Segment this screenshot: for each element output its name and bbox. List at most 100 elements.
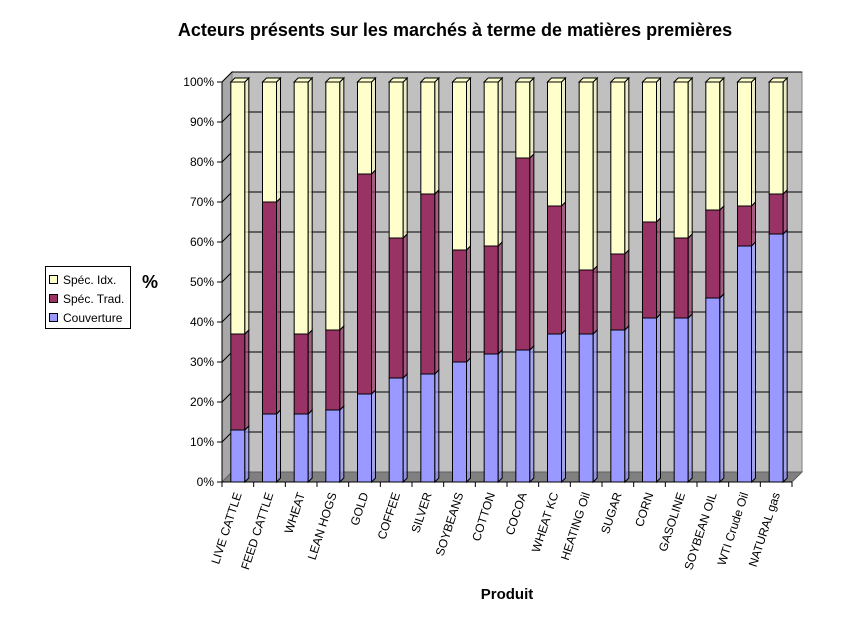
bar-top bbox=[419, 77, 441, 83]
bar-segment bbox=[737, 205, 752, 247]
bar-segment-side bbox=[434, 368, 440, 484]
x-tick-label: WHEAT KC bbox=[529, 490, 562, 554]
bar-segment-side bbox=[529, 344, 535, 484]
bar-segment bbox=[737, 245, 752, 483]
bar-segment bbox=[642, 81, 657, 223]
bar-segment-side bbox=[497, 348, 503, 484]
bar-segment bbox=[325, 329, 341, 411]
bar-segment-side bbox=[782, 188, 788, 236]
bar-segment bbox=[325, 409, 341, 483]
bar-top bbox=[577, 77, 599, 83]
bar-top bbox=[292, 77, 314, 83]
bar-segment bbox=[388, 237, 404, 379]
bar-segment bbox=[768, 81, 784, 195]
bar-segment bbox=[262, 201, 277, 415]
legend-label: Spéc. Idx. bbox=[63, 272, 117, 287]
bar-top bbox=[672, 77, 694, 83]
bar-segment-side bbox=[687, 76, 693, 240]
bar-segment bbox=[230, 333, 246, 431]
bar-segment bbox=[642, 221, 657, 319]
bar-segment bbox=[547, 205, 562, 335]
bar-segment-side bbox=[466, 356, 471, 484]
bar-segment bbox=[293, 413, 309, 483]
bar-segment bbox=[420, 373, 436, 483]
legend-item: Spéc. Trad. bbox=[49, 289, 130, 308]
bar-top bbox=[609, 77, 631, 83]
legend: Spéc. Idx. Spéc. Trad. Couverture bbox=[45, 266, 131, 329]
bar-segment-side bbox=[371, 168, 376, 396]
bar-segment-side bbox=[561, 328, 566, 484]
bar-segment bbox=[388, 377, 404, 483]
x-tick-label: COTTON bbox=[469, 491, 498, 543]
bar-segment-side bbox=[624, 76, 630, 256]
y-tick-label: 60% bbox=[190, 235, 214, 249]
x-tick-label: COFFEE bbox=[375, 491, 403, 542]
gridline bbox=[221, 71, 802, 83]
bar-segment bbox=[610, 81, 626, 255]
x-tick-label: LEAN HOGS bbox=[305, 491, 340, 562]
bar-segment bbox=[705, 209, 721, 299]
bar-segment bbox=[357, 393, 372, 483]
bar-segment-side bbox=[687, 232, 693, 320]
bar-segment bbox=[357, 81, 372, 175]
bar-segment-side bbox=[719, 292, 725, 484]
y-tick-label: 50% bbox=[190, 275, 214, 289]
bar-segment bbox=[578, 269, 594, 335]
bar-segment-side bbox=[751, 200, 756, 248]
bar-segment-side bbox=[782, 76, 788, 196]
legend-swatch bbox=[49, 275, 58, 284]
y-tick-label: 90% bbox=[190, 115, 214, 129]
bar-segment-side bbox=[529, 76, 535, 160]
bar-segment bbox=[483, 245, 499, 355]
bar-top bbox=[261, 77, 282, 83]
x-tick-label: GOLD bbox=[348, 490, 372, 527]
bar-segment bbox=[420, 193, 436, 375]
bar-segment-side bbox=[402, 232, 408, 380]
bar-segment bbox=[705, 297, 721, 483]
bar-segment bbox=[673, 81, 689, 239]
bar-segment-side bbox=[339, 404, 345, 484]
bar-segment bbox=[230, 81, 246, 335]
bar-segment-side bbox=[592, 264, 598, 336]
x-tick-label: GASOLINE bbox=[656, 491, 688, 554]
bar-top bbox=[546, 77, 567, 83]
bar-top bbox=[324, 77, 346, 83]
bar-top bbox=[641, 77, 662, 83]
bar-segment-side bbox=[402, 372, 408, 484]
bar-segment-side bbox=[529, 152, 535, 352]
y-tick-label: 20% bbox=[190, 395, 214, 409]
x-tick-label: SUGAR bbox=[598, 490, 625, 535]
legend-item: Spéc. Idx. bbox=[49, 270, 130, 289]
bar-segment bbox=[483, 81, 499, 247]
bar-top bbox=[387, 77, 409, 83]
bar-segment-side bbox=[244, 424, 250, 484]
bar-segment bbox=[452, 249, 467, 363]
bar-top bbox=[514, 77, 536, 83]
x-tick-label: FEED CATTLE bbox=[238, 491, 276, 572]
bar-segment bbox=[420, 81, 436, 195]
x-tick-label: WHEAT bbox=[282, 490, 309, 535]
bar-segment bbox=[578, 81, 594, 271]
y-tick-label: 0% bbox=[197, 475, 215, 489]
bar-segment bbox=[768, 193, 784, 235]
bar-segment bbox=[705, 81, 721, 211]
legend-item: Couverture bbox=[49, 308, 130, 327]
bar-segment-side bbox=[276, 76, 281, 204]
bar-segment-side bbox=[434, 188, 440, 376]
bar-segment-side bbox=[276, 196, 281, 416]
legend-swatch bbox=[49, 313, 58, 322]
bar-segment-side bbox=[751, 76, 756, 208]
bar-segment bbox=[483, 353, 499, 483]
y-tick-label: 30% bbox=[190, 355, 214, 369]
bar-segment-side bbox=[656, 76, 661, 224]
x-axis-label: Produit bbox=[480, 586, 534, 603]
bar-segment bbox=[642, 317, 657, 483]
bar-segment-side bbox=[782, 228, 788, 484]
bar-segment-side bbox=[624, 248, 630, 332]
bar-segment-side bbox=[624, 324, 630, 484]
bar-segment bbox=[673, 237, 689, 319]
bar-segment-side bbox=[402, 76, 408, 240]
bar-segment-side bbox=[244, 328, 250, 432]
bar-top bbox=[736, 77, 757, 83]
